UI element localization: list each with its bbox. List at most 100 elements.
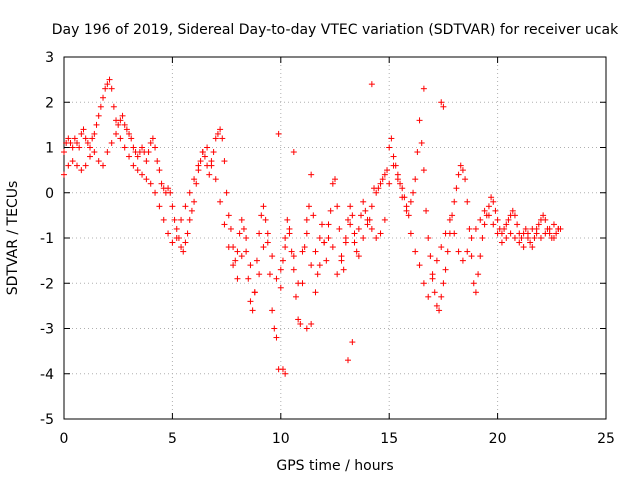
data-point [386,180,393,187]
data-point [208,158,215,165]
data-point [364,216,371,223]
data-point [301,244,308,251]
data-point [381,171,388,178]
data-point [308,171,315,178]
data-point [336,225,343,232]
data-point [258,212,265,219]
data-point [373,235,380,241]
data-point [206,171,213,178]
data-point [503,235,510,241]
data-point [264,230,271,237]
data-point [466,225,473,232]
data-point [457,162,464,169]
data-point [377,180,384,187]
data-point [420,85,427,92]
data-point [80,126,87,133]
data-point [230,262,237,269]
data-point [195,162,202,169]
data-point [414,149,421,156]
data-point [128,135,135,142]
x-tick-label: 25 [597,431,615,447]
data-point [295,316,302,323]
data-point [451,198,458,205]
y-axis-title: SDTVAR / TECUs [5,181,21,296]
data-point [425,293,432,300]
x-tick-label: 10 [272,431,290,447]
data-point [444,248,451,255]
data-point [453,185,460,192]
data-point [303,216,310,223]
data-point [316,262,323,269]
data-point [251,289,258,296]
data-point [305,203,312,210]
data-point [225,212,232,219]
data-point [152,144,159,151]
chart-title: Day 196 of 2019, Sidereal Day-to-day VTE… [52,22,619,38]
y-tick-label: 3 [45,50,54,66]
data-point [143,176,150,183]
data-point [420,167,427,174]
data-point [381,216,388,223]
data-point [273,334,280,341]
data-point [386,144,393,151]
data-point [464,198,471,205]
data-point [110,103,117,110]
data-point [199,149,206,156]
data-point [204,144,211,151]
data-point [197,158,204,165]
data-point [397,180,404,187]
data-point [446,216,453,223]
data-point [282,370,289,377]
data-point [121,144,128,151]
data-point [514,221,521,228]
data-point [100,94,107,101]
data-point [147,139,154,146]
data-point [340,266,347,273]
data-point [429,275,436,282]
data-point [451,230,458,237]
data-point [436,307,443,314]
data-point [100,162,107,169]
data-point [405,212,412,219]
x-axis-title: GPS time / hours [276,458,393,474]
data-point [160,216,167,223]
data-point [418,139,425,146]
y-tick-label: -1 [40,231,54,247]
data-point [256,230,263,237]
y-tick-label: -5 [40,412,54,428]
data-point [477,253,484,260]
data-point [178,244,185,251]
data-point [332,176,338,183]
data-point [284,216,291,223]
data-point [115,121,122,128]
data-point [227,225,234,232]
data-point [310,212,317,219]
data-point [286,225,293,232]
data-point [416,117,423,124]
data-point [503,221,510,228]
data-point [108,139,115,146]
data-point [384,167,391,174]
data-point [243,235,250,241]
data-point [147,180,154,187]
data-point [221,158,228,165]
data-point [494,230,501,237]
data-point [61,149,67,156]
data-point [555,225,562,232]
data-point [529,244,536,251]
data-point [234,275,241,282]
data-point [412,248,419,255]
data-point [377,230,384,237]
data-point [303,325,310,332]
data-point [518,235,525,241]
data-point [152,189,159,196]
data-point [438,244,445,251]
data-point [275,130,282,137]
data-point [74,162,81,169]
data-point [167,189,174,196]
data-point [84,139,91,146]
data-point [158,180,165,187]
data-point [173,235,180,241]
data-point [524,235,531,241]
